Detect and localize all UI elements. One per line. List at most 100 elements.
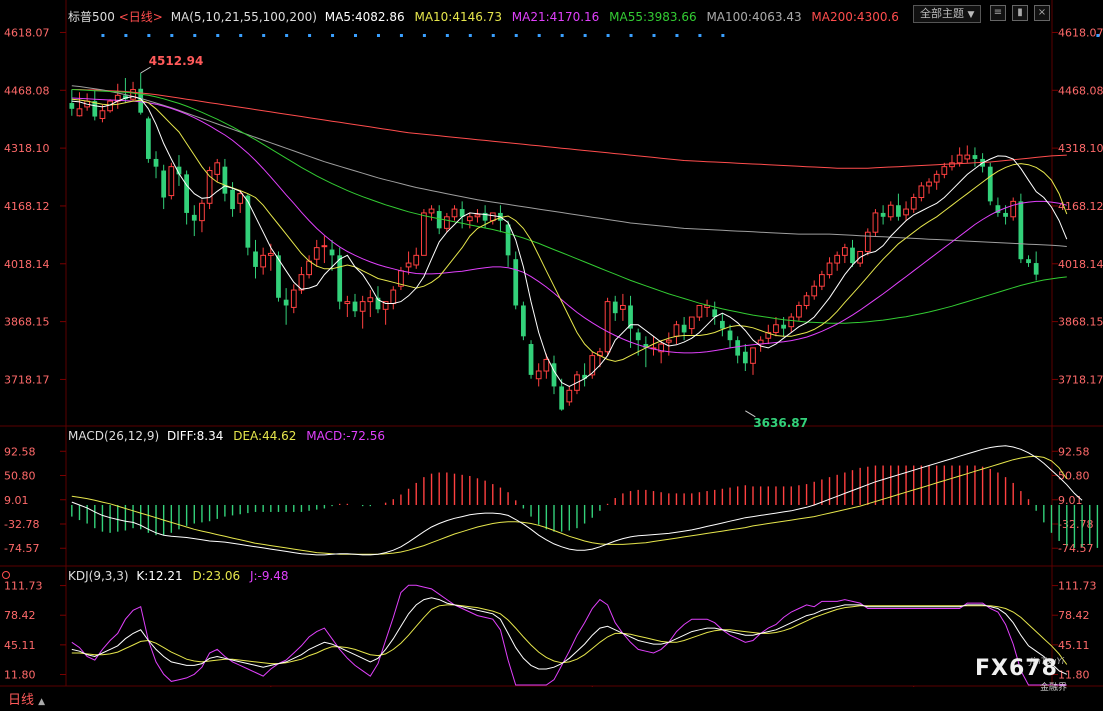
kdj-j-line [71,584,1067,686]
candle-body-up [658,343,665,353]
y-tick-label-left: 4318.10 [4,142,50,155]
candle-body-down [505,224,511,256]
candle-body-down [513,259,519,306]
signal-dot [560,34,564,37]
y-tick-label-right: 111.73 [1058,580,1097,593]
chevron-down-icon: ▼ [967,10,975,20]
candle-body-down [712,309,718,318]
candle-body-up [589,355,596,376]
candle-body-down [681,324,687,333]
candle-body-down [253,251,258,267]
candle-body-up [620,304,626,310]
signal-dot [124,34,128,37]
candle-body-up [803,295,810,306]
ma200-value: MA200:4300.6 [811,10,899,24]
candle-body-up [566,389,573,403]
signal-dot [629,34,633,37]
candle-body-down [329,249,335,256]
signal-dot [675,34,679,37]
y-tick-label-right: 4018.14 [1058,258,1103,271]
candle-body-down [635,332,641,341]
signal-dot [147,34,151,37]
candle-body-up [168,166,175,197]
candle-body-up [359,301,366,312]
y-tick-label-right: 4468.08 [1058,84,1103,97]
candle-body-up [765,331,772,339]
watermark-script: JinTouYi [1030,657,1065,667]
candle-body-up [76,108,83,117]
candle-body-up [918,185,925,199]
theme-button[interactable]: 全部主题 ▼ [913,5,982,23]
macd-value: MACD:-72.56 [306,429,385,443]
candle-body-up [949,162,955,168]
period-tab[interactable]: 日线 ▲ [8,689,45,708]
kdj-k-line [71,597,1068,675]
candle-body-up [214,162,221,175]
indicator-toggle-icon[interactable] [2,571,10,579]
candle-body-down [880,212,886,217]
kdj-d-line [71,604,1068,665]
ma200-line [71,89,1067,169]
candle-body-up [604,301,611,353]
period-selector[interactable]: <日线> [118,10,163,24]
signal-dot [422,34,426,37]
ma5-line [71,95,1068,387]
candle-body-up [313,247,320,260]
signal-dot [216,34,220,37]
candle-body-up [321,245,328,248]
signal-dot [491,34,495,37]
signal-dot [193,34,197,37]
close-icon[interactable]: × [1034,5,1050,21]
ma-params: MA(5,10,21,55,100,200) [170,10,317,24]
y-tick-label-left: 111.73 [4,580,43,593]
candle-body-down [727,330,733,341]
footer-bar [0,687,1103,711]
y-tick-label-right: 4318.10 [1058,142,1103,155]
candle-body-down [245,195,251,248]
price-extreme-label: 4512.94 [149,54,204,68]
y-tick-label-left: -74.57 [4,542,39,555]
signal-dot [606,34,610,37]
candle-body-down [528,344,534,375]
candle-body-up [688,316,695,330]
candle-body-down [153,158,159,167]
candle-body-up [367,297,374,303]
candle-body-down [1018,201,1024,260]
signal-dot [331,34,335,37]
y-tick-label-right: 9.01 [1058,494,1083,507]
candle-body-up [237,193,244,204]
candle-body-down [69,103,75,109]
y-tick-label-left: 50.80 [4,470,36,483]
candle-body-up [796,304,802,318]
settings-icon[interactable]: ≡ [990,5,1006,21]
bars-icon[interactable]: ▮ [1012,5,1028,21]
candle-body-down [742,351,748,364]
candle-body-up [964,154,971,160]
candle-body-down [145,118,151,159]
y-tick-label-right: -32.78 [1058,518,1093,531]
kdj-j: J:-9.48 [249,569,289,583]
candle-body-up [811,285,818,297]
candle-body-down [643,344,649,348]
candle-body-down [191,214,197,221]
candle-body-up [267,252,274,256]
candle-body-down [1026,259,1031,264]
candle-body-up [413,254,420,266]
watermark-sub: 金融界 [1040,683,1068,693]
signal-dot [652,34,656,37]
y-tick-label-right: 3868.15 [1058,316,1103,329]
candle-body-down [161,170,167,198]
annotation-leader [140,66,151,74]
signal-dot [514,34,518,37]
candle-body-up [535,370,542,380]
candle-body-down [896,205,901,217]
candle-body-down [92,101,98,117]
candle-body-down [551,363,557,387]
y-tick-label-left: 9.01 [4,494,29,507]
signal-dot [698,34,702,37]
signal-dot [101,34,105,37]
candle-body-down [1003,212,1008,217]
signal-dot [1096,34,1100,37]
signal-dot [262,34,266,37]
